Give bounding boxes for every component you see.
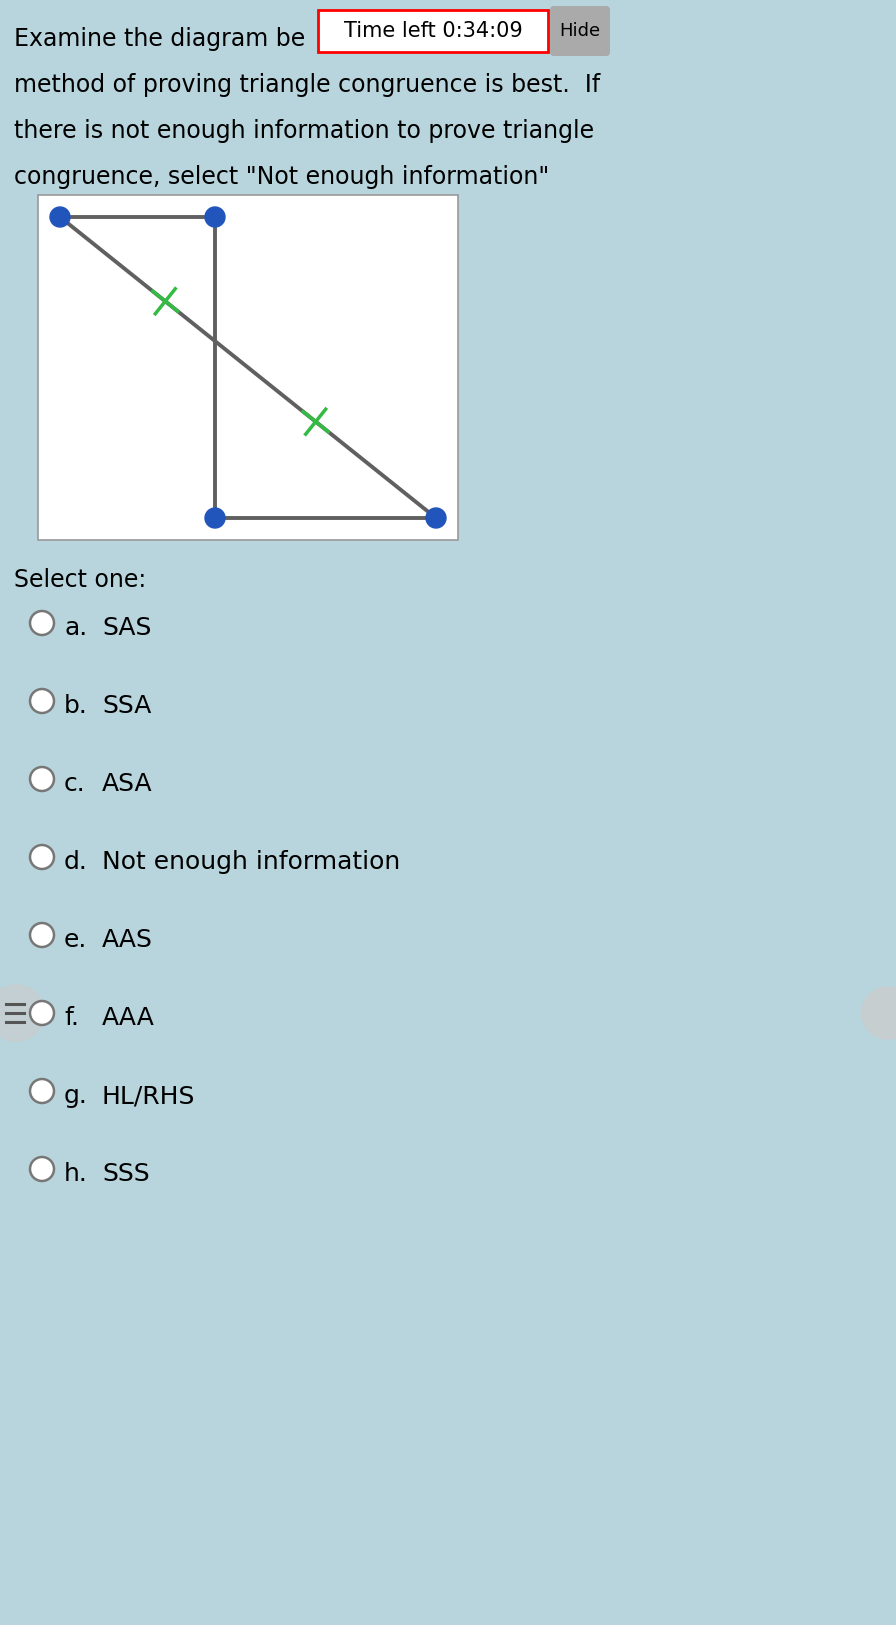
FancyBboxPatch shape [550,6,610,55]
Text: a.: a. [64,616,87,640]
Circle shape [30,845,54,869]
Text: f.: f. [64,1006,79,1030]
Text: Select one:: Select one: [14,569,146,592]
Circle shape [0,985,44,1042]
Circle shape [30,1001,54,1025]
Text: AAS: AAS [102,928,153,952]
Text: SSS: SSS [102,1162,150,1186]
Circle shape [426,509,446,528]
Circle shape [30,767,54,791]
Text: e.: e. [64,928,88,952]
Text: SSA: SSA [102,694,151,718]
Text: Examine the diagram be: Examine the diagram be [14,28,306,50]
Text: congruence, select "Not enough information": congruence, select "Not enough informati… [14,166,549,189]
Text: there is not enough information to prove triangle: there is not enough information to prove… [14,119,594,143]
Circle shape [30,1157,54,1181]
Text: Not enough information: Not enough information [102,850,401,874]
Text: c.: c. [64,772,86,796]
Circle shape [30,689,54,713]
Circle shape [50,206,70,228]
Text: Time left 0:34:09: Time left 0:34:09 [344,21,522,41]
Text: method of proving triangle congruence is best.  If: method of proving triangle congruence is… [14,73,600,98]
Text: HL/RHS: HL/RHS [102,1084,195,1108]
Circle shape [30,611,54,635]
Text: ASA: ASA [102,772,152,796]
Circle shape [30,923,54,947]
Circle shape [30,1079,54,1103]
Text: SAS: SAS [102,616,151,640]
Text: g.: g. [64,1084,88,1108]
Circle shape [205,509,225,528]
Circle shape [205,206,225,228]
FancyBboxPatch shape [318,10,548,52]
FancyBboxPatch shape [38,195,458,540]
Text: b.: b. [64,694,88,718]
Text: h.: h. [64,1162,88,1186]
Text: AAA: AAA [102,1006,155,1030]
Text: Hide: Hide [559,23,600,41]
Text: d.: d. [64,850,88,874]
Circle shape [862,986,896,1038]
